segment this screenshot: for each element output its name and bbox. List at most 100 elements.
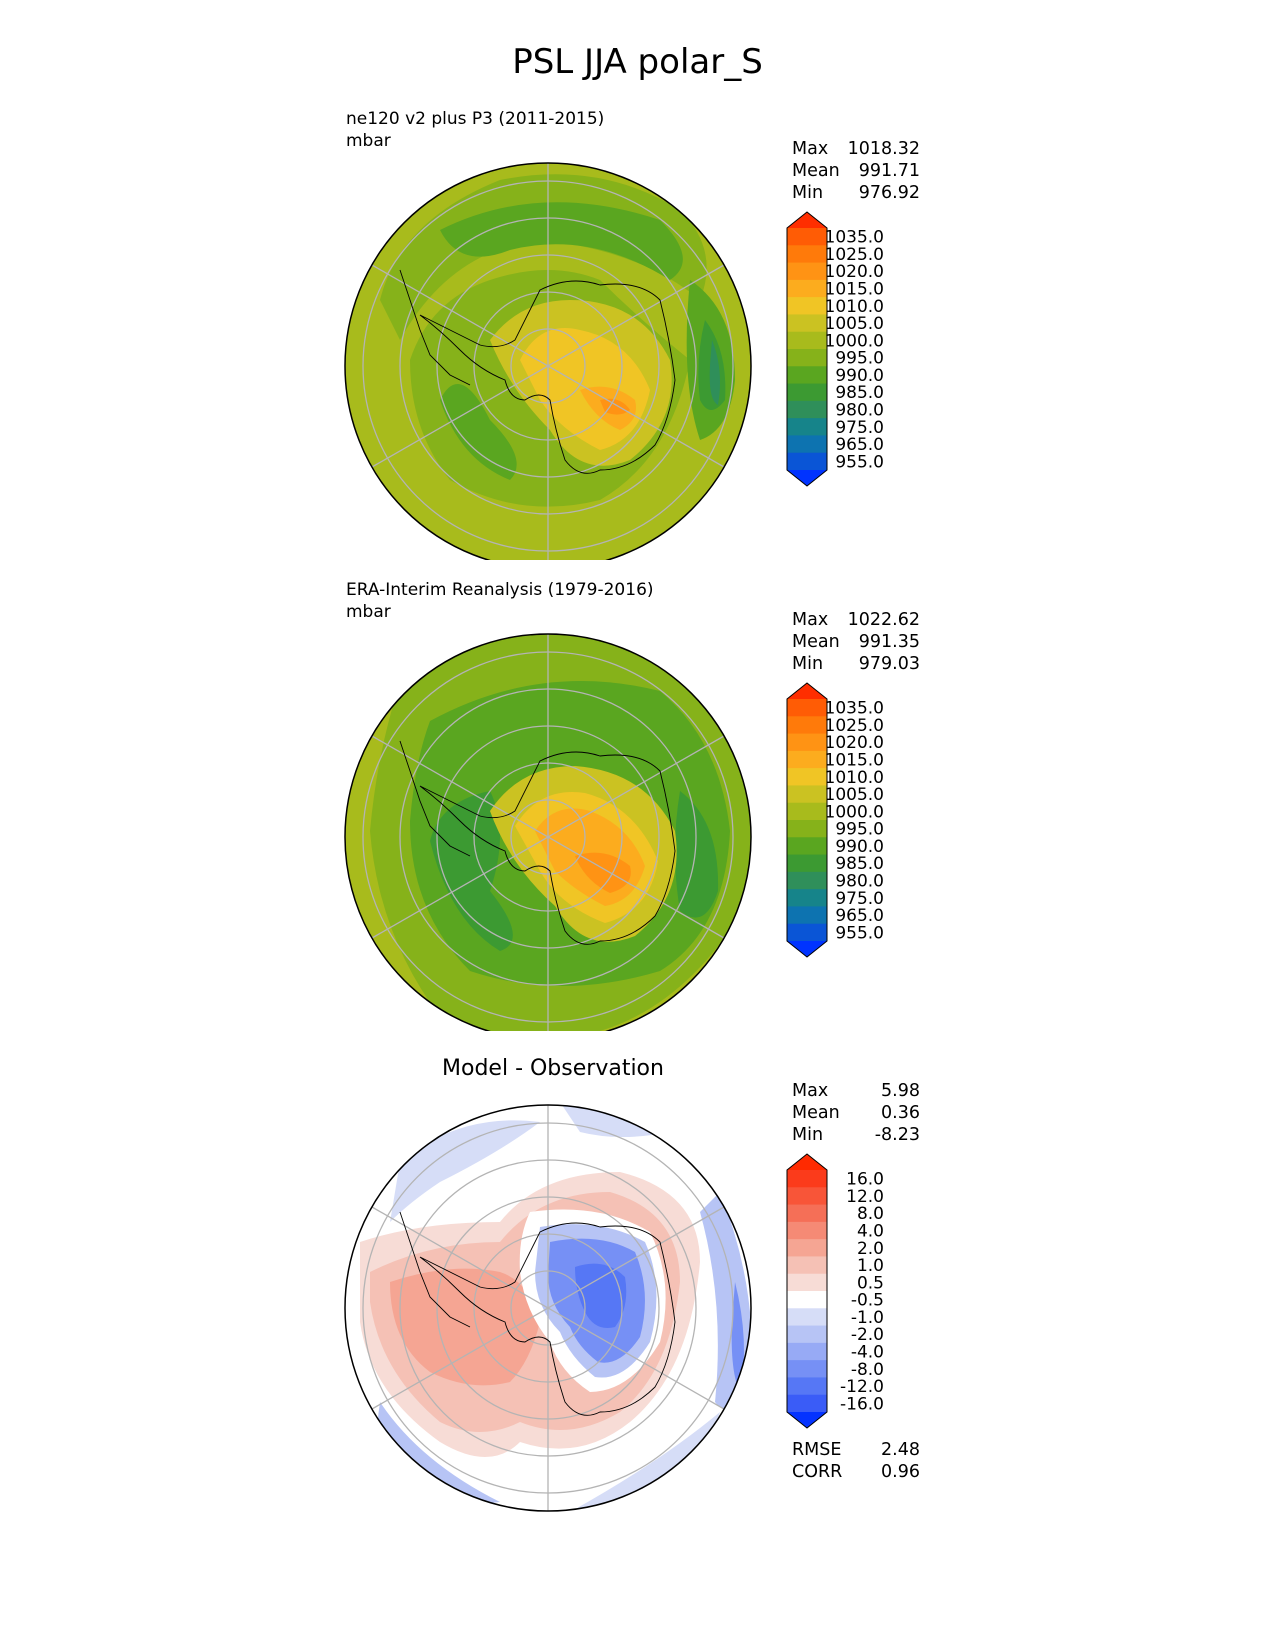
stat-mean: Mean 991.35 — [792, 632, 920, 652]
colorbar-segment — [787, 820, 827, 838]
stats-block: Max 1022.62 Mean 991.35 Min 979.03 — [792, 609, 920, 675]
colorbar-tick-label: -2.0 — [851, 1325, 884, 1345]
colorbar-tick-label: 1020.0 — [825, 733, 884, 753]
colorbar-segment — [787, 785, 827, 804]
colorbar-segment — [787, 1377, 827, 1396]
stat-min: Min 979.03 — [792, 654, 920, 674]
colorbar-extend-min — [787, 941, 827, 957]
colorbar-tick-label: -1.0 — [851, 1308, 884, 1328]
colorbar-tick-label: 0.5 — [857, 1273, 884, 1293]
polar-map — [344, 162, 752, 560]
south-america-coast — [399, 1211, 471, 1328]
colorbar-tick-label: 1010.0 — [825, 768, 884, 788]
colorbar-extend-min — [787, 470, 827, 486]
colorbar-segment — [787, 262, 827, 281]
dataset-name: ERA-Interim Reanalysis (1979-2016) — [346, 580, 654, 600]
colorbar-tick-label: 975.0 — [835, 889, 884, 909]
colorbar-segment — [787, 1273, 827, 1292]
colorbar-segment — [787, 906, 827, 925]
colorbar-extend-max — [787, 1154, 827, 1170]
map-boundary — [344, 633, 752, 1031]
colorbar-tick-label: 980.0 — [835, 401, 884, 421]
colorbar-tick-label: -0.5 — [851, 1291, 884, 1311]
colorbar-tick-label: 995.0 — [835, 349, 884, 369]
stat-min: Min 976.92 — [792, 183, 920, 203]
colorbar-tick-label: 1035.0 — [825, 228, 884, 248]
colorbar-tick-label: 980.0 — [835, 872, 884, 892]
stat-max: Max 5.98 — [792, 1081, 920, 1101]
colorbar-tick-label: 8.0 — [857, 1204, 884, 1224]
colorbar-extend-max — [787, 212, 827, 228]
polar-map — [344, 1104, 752, 1512]
colorbar-segment — [787, 279, 827, 298]
colorbar-tick-label: 1005.0 — [825, 785, 884, 805]
colorbar-segment — [787, 923, 827, 942]
stat-mean: Mean 991.71 — [792, 161, 920, 181]
colorbar-tick-label: 1.0 — [857, 1256, 884, 1276]
colorbar-tick-label: 975.0 — [835, 418, 884, 438]
colorbar-tick-label: 985.0 — [835, 383, 884, 403]
colorbar-segment — [787, 837, 827, 856]
colorbar-segment — [787, 331, 827, 350]
colorbar-segment — [787, 400, 827, 419]
colorbar-tick-label: 1000.0 — [825, 331, 884, 351]
colorbar-segment — [787, 297, 827, 315]
stats-block: Max 1018.32 Mean 991.71 Min 976.92 — [792, 138, 920, 204]
south-america-coast — [399, 269, 471, 386]
colorbar-segment — [787, 1221, 827, 1240]
colorbar-tick-label: 985.0 — [835, 854, 884, 874]
colorbar-extend-max — [787, 683, 827, 699]
colorbar-tick-label: 995.0 — [835, 820, 884, 840]
figure-title: PSL JJA polar_S — [512, 42, 763, 82]
colorbar-tick-label: 955.0 — [835, 923, 884, 943]
stat-max: Max 1022.62 — [792, 610, 920, 630]
colorbar-segment — [787, 733, 827, 752]
colorbar-segment — [787, 435, 827, 454]
graticule — [362, 634, 734, 1031]
colorbar-tick-label: -4.0 — [851, 1343, 884, 1363]
colorbar-tick-label: 990.0 — [835, 837, 884, 857]
colorbar-tick-label: 12.0 — [846, 1187, 884, 1207]
colorbar-segment — [787, 1325, 827, 1344]
colorbar-tick-label: 1020.0 — [825, 262, 884, 282]
colorbar-segment — [787, 383, 827, 402]
colorbar-segment — [787, 889, 827, 907]
colorbar-segment — [787, 1308, 827, 1327]
metric-corr: CORR 0.96 — [792, 1462, 920, 1482]
antarctica-coastline — [419, 1222, 676, 1416]
colorbar-tick-label: -12.0 — [840, 1377, 884, 1397]
colorbar-tick-label: 1025.0 — [825, 245, 884, 265]
colorbar-tick-label: 965.0 — [835, 435, 884, 455]
colorbar-tick-label: 2.0 — [857, 1239, 884, 1259]
colorbar-segment — [787, 1342, 827, 1361]
colorbar-tick-label: 1015.0 — [825, 280, 884, 300]
colorbar-tick-label: 16.0 — [846, 1170, 884, 1190]
stats-block: Max 5.98 Mean 0.36 Min -8.23 — [792, 1080, 920, 1146]
metrics-block: RMSE 2.48 CORR 0.96 — [792, 1439, 920, 1483]
colorbar-outline — [786, 682, 828, 958]
colorbar-segment — [787, 366, 827, 385]
colorbar-segment — [787, 1187, 827, 1206]
colorbar-segment — [787, 871, 827, 890]
units-label: mbar — [346, 602, 391, 622]
colorbar-tick-label: 4.0 — [857, 1222, 884, 1242]
antarctica-coastline — [419, 751, 676, 945]
colorbar-segment — [787, 418, 827, 436]
colorbar: 1035.01025.01020.01015.01010.01005.01000… — [786, 211, 884, 487]
colorbar-tick-label: 1010.0 — [825, 297, 884, 317]
units-label: mbar — [346, 131, 391, 151]
graticule — [362, 1105, 734, 1511]
colorbar-tick-label: 1000.0 — [825, 802, 884, 822]
colorbar-segment — [787, 716, 827, 735]
map-boundary — [344, 1104, 752, 1512]
stat-min: Min -8.23 — [792, 1125, 920, 1145]
south-america-coast — [399, 740, 471, 857]
colorbar-segment — [787, 452, 827, 471]
panel-observation: ERA-Interim Reanalysis (1979-2016) mbar … — [0, 571, 1275, 1041]
metric-rmse: RMSE 2.48 — [792, 1440, 920, 1460]
panel-title: Model - Observation — [442, 1056, 664, 1081]
colorbar-tick-label: 955.0 — [835, 452, 884, 472]
colorbar-segment — [787, 1360, 827, 1378]
colorbar-segment — [787, 314, 827, 333]
colorbar-tick-label: 965.0 — [835, 906, 884, 926]
